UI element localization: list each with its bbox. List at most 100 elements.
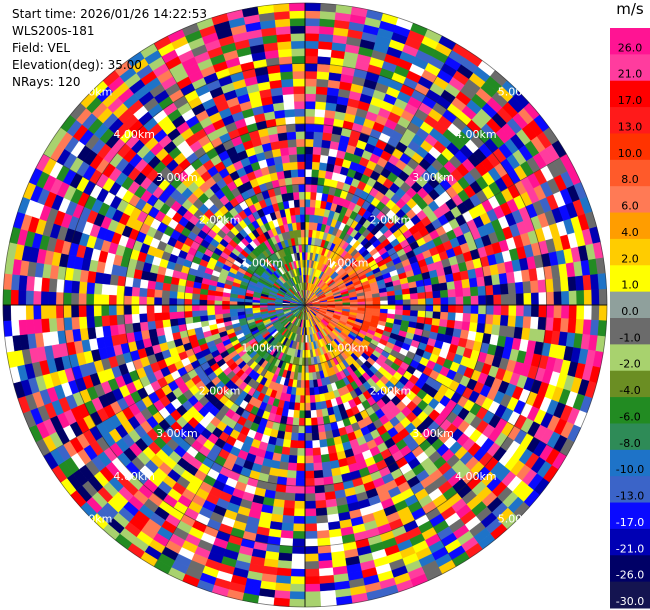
velocity-gate — [214, 309, 223, 315]
velocity-gate — [285, 184, 294, 194]
velocity-gate — [291, 48, 306, 57]
velocity-gate — [304, 17, 321, 27]
velocity-gate — [304, 2, 322, 12]
velocity-gate — [296, 463, 306, 472]
velocity-gate — [85, 293, 95, 306]
velocity-gate — [310, 409, 318, 419]
velocity-gate — [545, 278, 555, 293]
velocity-gate — [583, 304, 593, 321]
range-ring-label: 2.00km — [370, 384, 412, 397]
velocity-gate — [299, 206, 306, 215]
velocity-gate — [304, 478, 315, 487]
velocity-gate — [93, 293, 102, 306]
velocity-gate — [470, 295, 479, 306]
velocity-gate — [138, 304, 147, 314]
velocity-gate — [507, 282, 517, 295]
velocity-gate — [116, 294, 125, 306]
velocity-gate — [321, 461, 332, 471]
field-label: Field: VEL — [12, 41, 71, 55]
colorbar-label: -6.0 — [619, 410, 640, 423]
velocity-gate — [567, 318, 577, 334]
velocity-gate — [308, 372, 314, 381]
velocity-gate — [304, 576, 320, 585]
velocity-gate — [318, 162, 328, 172]
velocity-gate — [183, 304, 193, 312]
velocity-gate — [221, 304, 230, 310]
velocity-gate — [546, 291, 555, 306]
velocity-gate — [316, 63, 331, 73]
velocity-gate — [312, 454, 322, 464]
velocity-gate — [78, 304, 87, 318]
velocity-gate — [176, 298, 185, 306]
velocity-gate — [199, 299, 208, 306]
velocity-gate — [315, 401, 322, 411]
velocity-gate — [109, 324, 119, 336]
velocity-gate — [300, 380, 306, 389]
velocity-gate — [410, 298, 419, 306]
velocity-gate — [310, 191, 318, 201]
velocity-gate — [493, 304, 502, 316]
velocity-gate — [314, 394, 321, 403]
velocity-gate — [138, 313, 148, 323]
velocity-gate — [25, 318, 35, 335]
velocity-gate — [314, 108, 326, 118]
colorbar-label: -17.0 — [616, 516, 644, 529]
velocity-gate — [290, 25, 306, 34]
velocity-gate — [276, 170, 286, 180]
velocity-gate — [530, 316, 539, 330]
velocity-gate — [162, 282, 172, 292]
velocity-gate — [289, 591, 306, 600]
colorbar-label: -10.0 — [616, 463, 644, 476]
velocity-gate — [71, 280, 80, 294]
velocity-gate — [214, 300, 223, 306]
velocity-gate — [199, 304, 208, 311]
colorbar-label: -8.0 — [619, 437, 640, 450]
velocity-gate — [147, 279, 157, 290]
velocity-gate — [284, 492, 296, 502]
velocity-gate — [469, 286, 479, 297]
velocity-gate — [10, 289, 19, 306]
velocity-gate — [304, 432, 313, 442]
velocity-gate — [553, 291, 562, 306]
range-ring-label: 4.00km — [113, 470, 155, 483]
velocity-gate — [304, 538, 318, 547]
velocity-gate — [278, 55, 293, 65]
velocity-gate — [315, 409, 323, 418]
velocity-gate — [492, 314, 502, 326]
velocity-gate — [292, 530, 306, 540]
velocity-gate — [229, 308, 238, 314]
velocity-gate — [2, 304, 12, 322]
velocity-gate — [296, 138, 306, 147]
velocity-gate — [318, 560, 333, 570]
velocity-gate — [320, 147, 331, 157]
velocity-gate — [55, 317, 65, 332]
velocity-gate — [277, 560, 292, 570]
velocity-gate — [582, 274, 592, 291]
start-time-label: Start time: 2026/01/26 14:22:53 — [12, 7, 207, 21]
velocity-gate — [453, 279, 463, 290]
velocity-gate — [304, 485, 316, 495]
velocity-gate — [514, 315, 524, 329]
velocity-gate — [394, 289, 403, 296]
velocity-gate — [312, 447, 322, 457]
velocity-gate — [304, 116, 316, 125]
velocity-gate — [491, 324, 501, 336]
velocity-gate — [25, 275, 35, 292]
velocity-gate — [292, 409, 300, 419]
velocity-gate — [477, 285, 487, 297]
velocity-gate — [499, 315, 509, 327]
velocity-gate — [591, 304, 600, 321]
velocity-gate — [469, 313, 479, 324]
velocity-gate — [10, 304, 19, 321]
velocity-gate — [281, 154, 291, 164]
velocity-gate — [290, 32, 306, 42]
velocity-gate — [304, 206, 311, 215]
velocity-gate — [515, 304, 525, 317]
velocity-gate — [538, 292, 547, 306]
velocity-gate — [560, 318, 570, 333]
velocity-gate — [432, 297, 442, 306]
velocity-gate — [417, 304, 427, 312]
velocity-gate — [409, 287, 418, 295]
velocity-gate — [285, 477, 297, 487]
velocity-gate — [425, 298, 434, 306]
